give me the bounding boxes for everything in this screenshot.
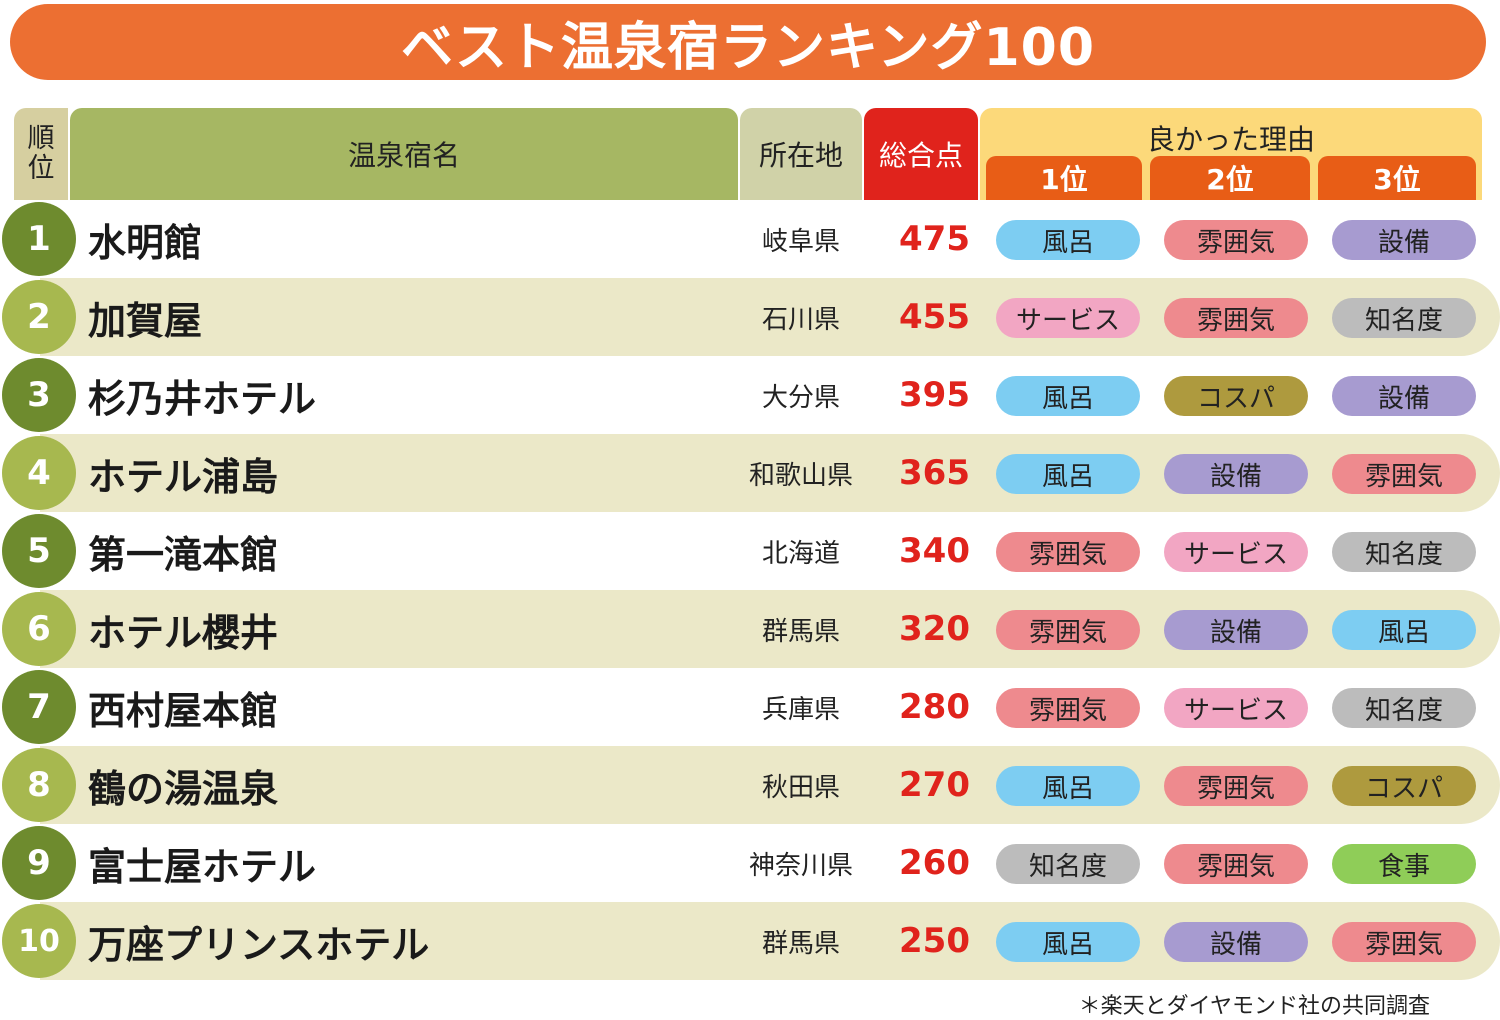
reason-badge-2: 雰囲気: [1164, 220, 1308, 260]
prefecture: 岐阜県: [761, 226, 840, 257]
header-location-label: 所在地: [758, 139, 843, 172]
rank-badge: 7: [2, 670, 76, 744]
header-rank: 順 位: [14, 108, 68, 200]
reason-badge-3: 設備: [1332, 376, 1476, 416]
reason-badge-1: 風呂: [996, 922, 1140, 962]
reason-badge-2: 設備: [1164, 610, 1308, 650]
prefecture: 石川県: [761, 304, 840, 335]
reason-badge-1: サービス: [996, 298, 1140, 338]
prefecture: 兵庫県: [761, 694, 840, 725]
total-score: 260: [899, 843, 970, 883]
header-name-label: 温泉宿名: [347, 139, 460, 172]
footnote: ＊楽天とダイヤモンド社の共同調査: [1078, 994, 1430, 1019]
hotel-name: 万座プリンスホテル: [88, 922, 430, 967]
reason-badge-1: 雰囲気: [996, 688, 1140, 728]
hotel-name: 杉乃井ホテル: [88, 376, 317, 421]
reason-badge-2: 設備: [1164, 454, 1308, 494]
header-name: 温泉宿名: [70, 108, 738, 200]
header-score: 総合点: [864, 108, 978, 200]
table-row: 4 ホテル浦島 和歌山県 365 風呂 設備 雰囲気: [0, 434, 1500, 512]
hotel-name: 第一滝本館: [88, 532, 279, 577]
table-row: 7 西村屋本館 兵庫県 280 雰囲気 サービス 知名度: [0, 668, 1500, 746]
total-score: 270: [899, 765, 970, 805]
prefecture: 北海道: [761, 538, 840, 569]
reason-badge-1: 風呂: [996, 766, 1140, 806]
prefecture: 群馬県: [761, 616, 840, 647]
table-row: 9 富士屋ホテル 神奈川県 260 知名度 雰囲気 食事: [0, 824, 1500, 902]
hotel-name: 水明館: [88, 220, 203, 265]
rank-badge: 8: [2, 748, 76, 822]
hotel-name: 西村屋本館: [88, 688, 279, 733]
reason-badge-1: 風呂: [996, 220, 1140, 260]
reason-badge-1: 知名度: [996, 844, 1140, 884]
rank-badge: 10: [2, 904, 76, 978]
rank-badge: 4: [2, 436, 76, 510]
header-rank-top: 順: [27, 123, 55, 154]
reason-badge-3: 雰囲気: [1332, 454, 1476, 494]
reason-badge-2: コスパ: [1164, 376, 1308, 416]
table-row: 5 第一滝本館 北海道 340 雰囲気 サービス 知名度: [0, 512, 1500, 590]
prefecture: 群馬県: [761, 928, 840, 959]
hotel-name: ホテル浦島: [88, 454, 279, 499]
rank-badge: 3: [2, 358, 76, 432]
total-score: 320: [899, 609, 970, 649]
hotel-name: 富士屋ホテル: [88, 844, 317, 889]
reason-badge-2: 雰囲気: [1164, 298, 1308, 338]
table-row: 1 水明館 岐阜県 475 風呂 雰囲気 設備: [0, 200, 1500, 278]
reason-badge-1: 風呂: [996, 376, 1140, 416]
rank-badge: 2: [2, 280, 76, 354]
reason-badge-1: 雰囲気: [996, 610, 1140, 650]
reason-badge-3: 設備: [1332, 220, 1476, 260]
header-reason-1: 1位: [986, 156, 1142, 200]
reason-badge-1: 雰囲気: [996, 532, 1140, 572]
reason-badge-2: 雰囲気: [1164, 766, 1308, 806]
total-score: 340: [899, 531, 970, 571]
reason-badge-2: サービス: [1164, 688, 1308, 728]
total-score: 475: [899, 219, 970, 259]
header-reason-2: 2位: [1150, 156, 1310, 200]
reason-badge-3: 雰囲気: [1332, 922, 1476, 962]
page-title: ベスト温泉宿ランキング100: [400, 17, 1096, 78]
rank-badge: 9: [2, 826, 76, 900]
reason-badge-2: サービス: [1164, 532, 1308, 572]
reason-badge-2: 設備: [1164, 922, 1308, 962]
total-score: 455: [899, 297, 970, 337]
rank-badge: 1: [2, 202, 76, 276]
header-reason-3: 3位: [1318, 156, 1476, 200]
reason-badge-3: 知名度: [1332, 532, 1476, 572]
total-score: 395: [899, 375, 970, 415]
reason-badge-3: 知名度: [1332, 298, 1476, 338]
header-rank-bottom: 位: [27, 153, 55, 184]
hotel-name: ホテル櫻井: [88, 610, 279, 655]
total-score: 280: [899, 687, 970, 727]
prefecture: 秋田県: [761, 772, 840, 803]
hotel-name: 鶴の湯温泉: [88, 766, 279, 811]
reason-badge-2: 雰囲気: [1164, 844, 1308, 884]
table-row: 3 杉乃井ホテル 大分県 395 風呂 コスパ 設備: [0, 356, 1500, 434]
rank-badge: 5: [2, 514, 76, 588]
hotel-name: 加賀屋: [88, 298, 203, 343]
table-row: 8 鶴の湯温泉 秋田県 270 風呂 雰囲気 コスパ: [0, 746, 1500, 824]
total-score: 365: [899, 453, 970, 493]
header-reasons-label: 良かった理由: [1146, 123, 1315, 156]
reason-badge-3: 風呂: [1332, 610, 1476, 650]
table-row: 2 加賀屋 石川県 455 サービス 雰囲気 知名度: [0, 278, 1500, 356]
table-row: 10 万座プリンスホテル 群馬県 250 風呂 設備 雰囲気: [0, 902, 1500, 980]
reason-badge-3: 知名度: [1332, 688, 1476, 728]
table-row: 6 ホテル櫻井 群馬県 320 雰囲気 設備 風呂: [0, 590, 1500, 668]
reason-badge-1: 風呂: [996, 454, 1140, 494]
prefecture: 大分県: [761, 382, 840, 413]
header-score-label: 総合点: [878, 139, 963, 172]
prefecture: 神奈川県: [748, 850, 853, 881]
header-location: 所在地: [740, 108, 862, 200]
reason-badge-3: 食事: [1332, 844, 1476, 884]
total-score: 250: [899, 921, 970, 961]
reason-badge-3: コスパ: [1332, 766, 1476, 806]
prefecture: 和歌山県: [748, 460, 853, 491]
rank-badge: 6: [2, 592, 76, 666]
title-banner: ベスト温泉宿ランキング100: [10, 4, 1486, 80]
